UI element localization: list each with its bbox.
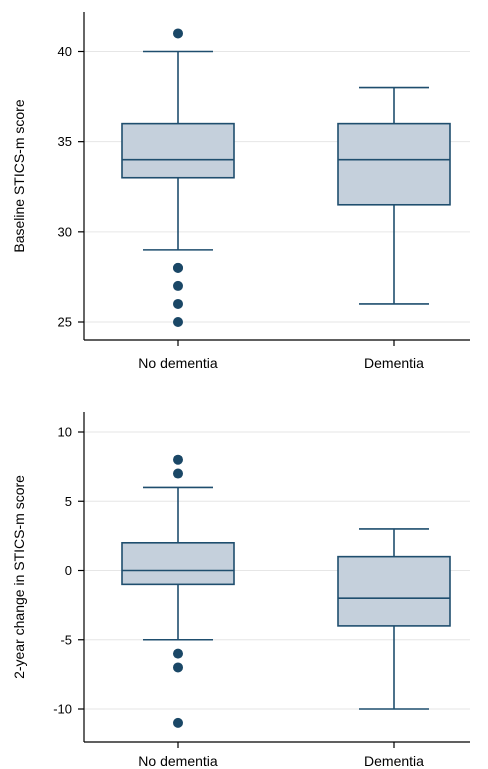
x-category-label: Dementia bbox=[364, 355, 424, 371]
y-tick-label: -10 bbox=[53, 702, 72, 717]
outlier-point bbox=[173, 28, 183, 39]
y-tick-label: 35 bbox=[58, 134, 72, 149]
box-2 bbox=[337, 86, 451, 305]
y-tick-label: 10 bbox=[58, 425, 72, 440]
box-1 bbox=[121, 454, 235, 728]
x-category-label: No dementia bbox=[138, 355, 218, 371]
outlier-point bbox=[173, 280, 183, 291]
y-axis-title: 2-year change in STICS-m score bbox=[11, 475, 27, 679]
outlier-point bbox=[173, 317, 183, 327]
chart-panel-1: 25 30 35 40 Baseline STICS-m score No dementi… bbox=[11, 12, 470, 371]
y-tick-label: -5 bbox=[60, 632, 72, 647]
outlier-point bbox=[173, 298, 183, 309]
iqr-box bbox=[121, 122, 235, 179]
iqr-box bbox=[337, 555, 451, 627]
outlier-point bbox=[173, 662, 183, 673]
y-tick-label: 30 bbox=[58, 224, 72, 239]
x-category-label: Dementia bbox=[364, 753, 424, 769]
outlier-point bbox=[173, 468, 183, 479]
y-tick-label: 25 bbox=[58, 315, 72, 330]
y-tick-label: 0 bbox=[65, 563, 72, 578]
chart-panel-2: 10 5 0 -5 -10 2-year change in STICS-m score N… bbox=[11, 412, 470, 769]
iqr-box bbox=[121, 541, 235, 586]
y-tick-label: 40 bbox=[58, 44, 72, 59]
iqr-box bbox=[337, 122, 451, 206]
y-tick-label: 5 bbox=[65, 494, 72, 509]
outlier-point bbox=[173, 262, 183, 273]
x-category-label: No dementia bbox=[138, 753, 218, 769]
outlier-point bbox=[173, 717, 183, 728]
box-2 bbox=[337, 528, 451, 710]
outlier-point bbox=[173, 648, 183, 659]
outlier-point bbox=[173, 454, 183, 465]
box-1 bbox=[121, 28, 235, 327]
y-axis-title: Baseline STICS-m score bbox=[11, 99, 27, 252]
